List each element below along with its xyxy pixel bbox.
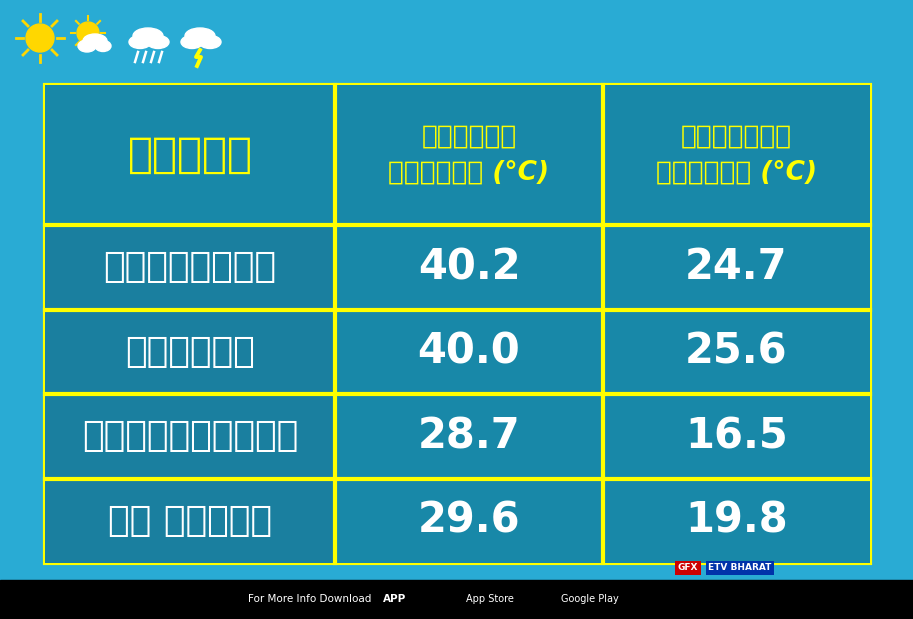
Bar xyxy=(603,310,870,394)
Text: ETV BHARAT: ETV BHARAT xyxy=(708,563,771,573)
Text: APP: APP xyxy=(383,594,406,604)
Bar xyxy=(335,310,603,394)
Text: 19.8: 19.8 xyxy=(685,500,788,542)
Circle shape xyxy=(77,22,99,44)
Ellipse shape xyxy=(185,28,215,44)
Text: देहरादून: देहरादून xyxy=(103,250,277,284)
Bar xyxy=(45,85,870,225)
Bar xyxy=(335,478,603,563)
Ellipse shape xyxy=(78,40,96,52)
Text: 16.5: 16.5 xyxy=(685,415,788,457)
Text: 40.0: 40.0 xyxy=(417,331,520,373)
Bar xyxy=(45,310,335,394)
Text: मुक्तेश्वर: मुक्तेश्वर xyxy=(82,419,299,453)
Bar xyxy=(335,225,603,310)
Text: 29.6: 29.6 xyxy=(417,500,520,542)
Text: न्यूनतम
तापमान (°C): न्यूनतम तापमान (°C) xyxy=(656,124,817,186)
Text: 40.2: 40.2 xyxy=(417,246,520,288)
Ellipse shape xyxy=(147,35,169,48)
Text: 28.7: 28.7 xyxy=(417,415,520,457)
Text: पंतनगर: पंतनगर xyxy=(125,335,255,369)
Bar xyxy=(603,478,870,563)
Ellipse shape xyxy=(129,35,151,48)
Text: For More Info Download: For More Info Download xyxy=(248,594,372,604)
Ellipse shape xyxy=(181,35,203,48)
Text: App Store: App Store xyxy=(466,594,514,604)
Bar xyxy=(0,580,913,619)
Bar xyxy=(45,85,870,563)
Bar xyxy=(603,225,870,310)
Text: 24.7: 24.7 xyxy=(685,246,788,288)
Bar xyxy=(603,394,870,478)
Ellipse shape xyxy=(95,40,111,51)
Bar xyxy=(45,225,335,310)
Text: Google Play: Google Play xyxy=(561,594,619,604)
Text: GFX: GFX xyxy=(677,563,698,573)
Ellipse shape xyxy=(133,28,163,44)
Text: नई टिहरी: नई टिहरी xyxy=(108,504,272,538)
Text: अधिकतम
तापमान (°C): अधिकतम तापमान (°C) xyxy=(389,124,550,186)
Bar xyxy=(45,394,335,478)
Text: 25.6: 25.6 xyxy=(685,331,788,373)
Circle shape xyxy=(26,24,54,52)
Bar xyxy=(45,478,335,563)
Text: स्थान: स्थान xyxy=(128,134,253,176)
Ellipse shape xyxy=(199,35,221,48)
Bar xyxy=(335,394,603,478)
Ellipse shape xyxy=(83,34,107,48)
